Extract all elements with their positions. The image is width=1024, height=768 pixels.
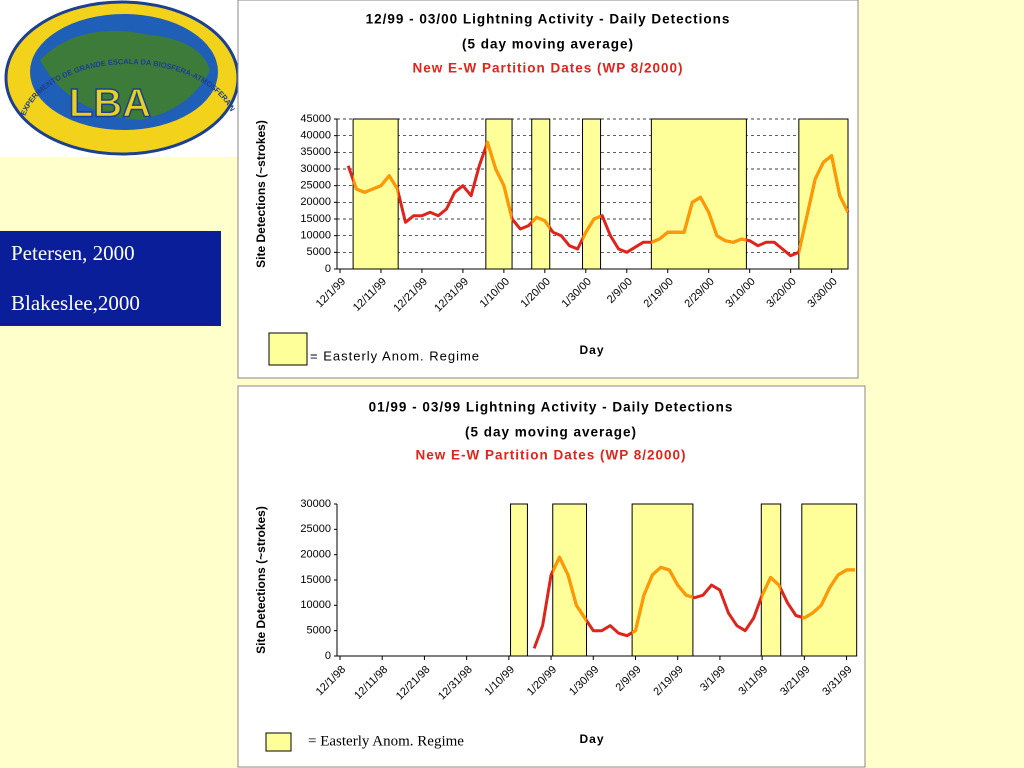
chart-title: 01/99 - 03/99 Lightning Activity - Daily… xyxy=(369,400,734,415)
y-tick-label: 0 xyxy=(325,263,331,275)
y-tick-label: 5000 xyxy=(307,625,331,637)
chart-annotation: New E-W Partition Dates (WP 8/2000) xyxy=(415,448,686,463)
chart-subtitle: (5 day moving average) xyxy=(465,425,637,440)
logo-title: LBA xyxy=(69,82,151,126)
y-tick-label: 15000 xyxy=(300,574,331,586)
y-tick-label: 40000 xyxy=(300,130,331,142)
y-axis-label: Site Detections (~strokes) xyxy=(254,120,268,268)
y-tick-label: 20000 xyxy=(300,196,331,208)
y-axis-label: Site Detections (~strokes) xyxy=(254,506,268,654)
x-axis-label: Day xyxy=(579,732,604,746)
chart-subtitle: (5 day moving average) xyxy=(462,37,634,52)
chart-annotation: New E-W Partition Dates (WP 8/2000) xyxy=(412,61,683,76)
regime-band xyxy=(631,503,694,657)
y-tick-label: 30000 xyxy=(300,163,331,175)
regime-band xyxy=(352,118,399,270)
regime-band xyxy=(531,118,551,270)
y-tick-label: 35000 xyxy=(300,146,331,158)
y-tick-label: 30000 xyxy=(300,498,331,510)
logo-land xyxy=(40,30,210,121)
regime-band xyxy=(582,118,602,270)
author: Petersen, 2000 xyxy=(11,241,135,265)
legend-label: = Easterly Anom. Regime xyxy=(308,733,464,749)
y-tick-label: 10000 xyxy=(300,599,331,611)
legend-swatch xyxy=(268,332,308,366)
line xyxy=(532,555,855,649)
y-tick-label: 45000 xyxy=(300,113,331,125)
legend-swatch xyxy=(265,732,292,752)
y-tick-label: 10000 xyxy=(300,230,331,242)
regime-band xyxy=(510,503,528,657)
chart-title: 12/99 - 03/00 Lightning Activity - Daily… xyxy=(366,12,731,27)
legend-label: = Easterly Anom. Regime xyxy=(310,348,480,363)
author: Blakeslee,2000 xyxy=(11,291,140,315)
y-tick-label: 0 xyxy=(325,650,331,662)
y-tick-label: 15000 xyxy=(300,213,331,225)
y-tick-label: 25000 xyxy=(300,180,331,192)
author-box xyxy=(0,231,221,326)
x-axis-label: Day xyxy=(579,343,604,357)
y-tick-label: 20000 xyxy=(300,549,331,561)
regime-band xyxy=(650,118,747,270)
y-tick-label: 25000 xyxy=(300,523,331,535)
regime-band xyxy=(485,118,513,270)
regime-band xyxy=(801,503,858,657)
y-tick-label: 5000 xyxy=(307,246,331,258)
